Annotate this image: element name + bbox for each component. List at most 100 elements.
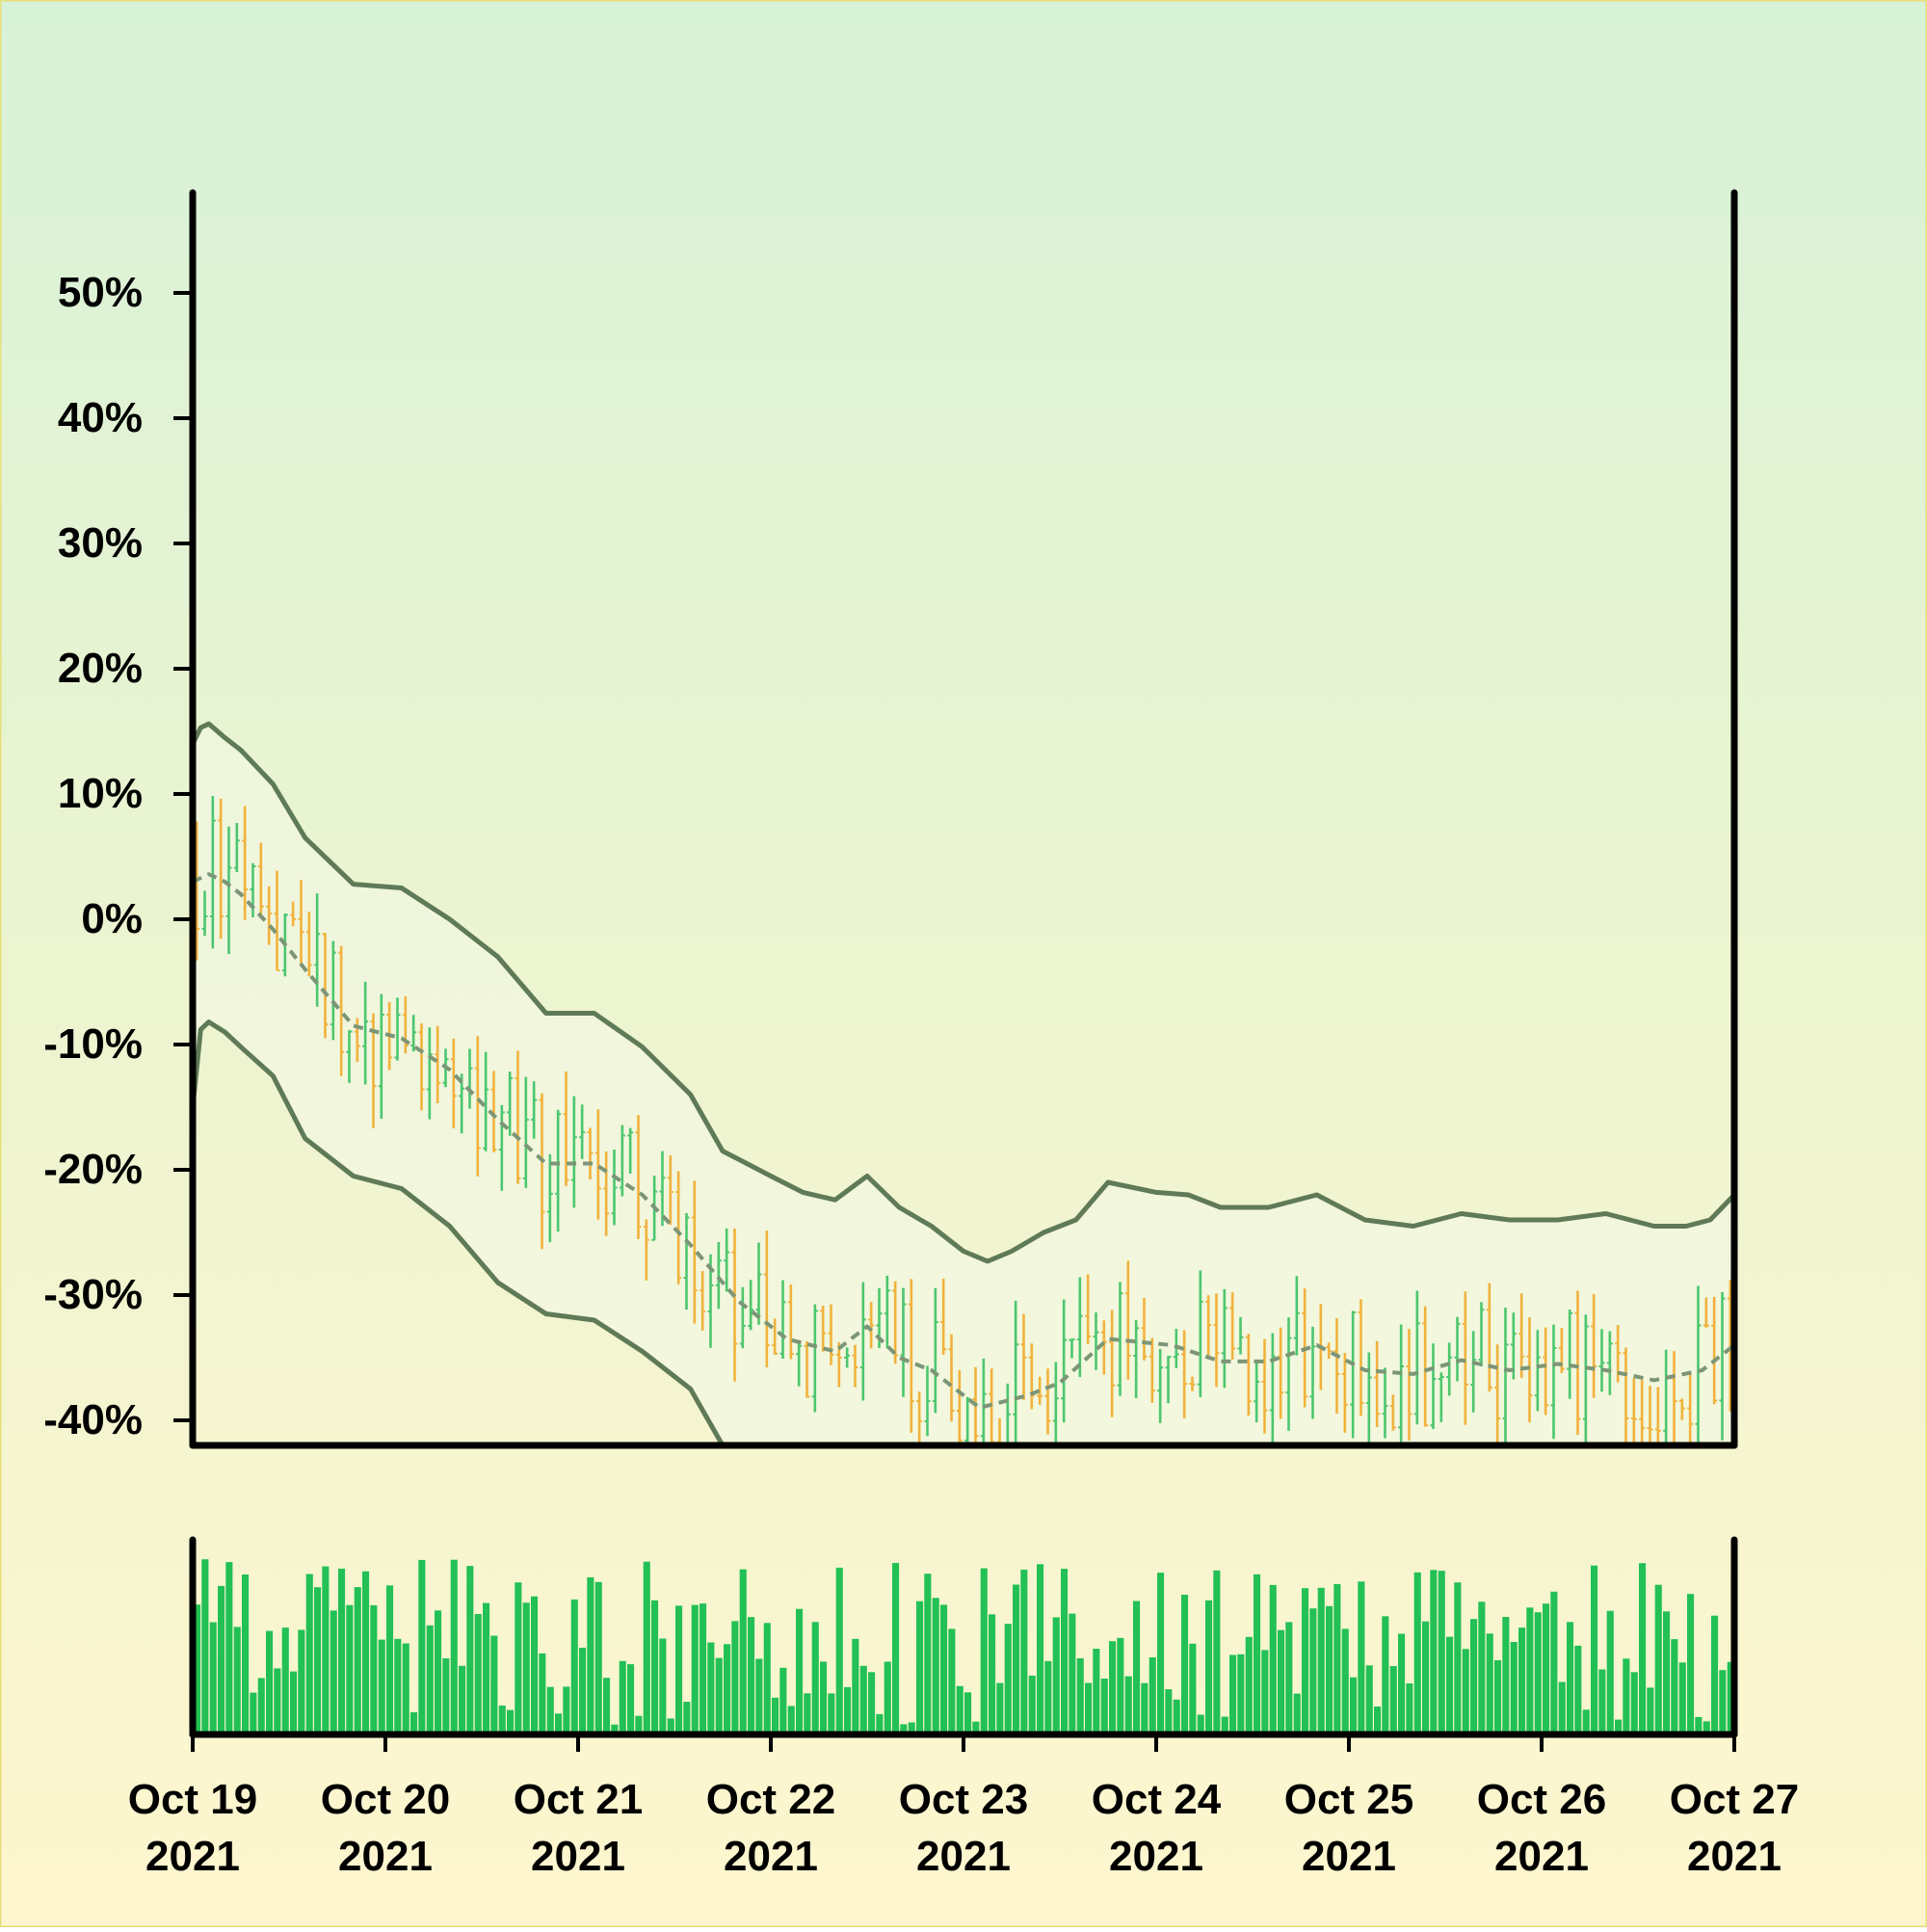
x-tick-label-year: 2021 xyxy=(1687,1833,1782,1880)
ohlc-bar xyxy=(459,1073,465,1134)
ohlc-bar xyxy=(490,1071,497,1152)
ohlc-bar xyxy=(1229,1292,1236,1360)
volume-bar xyxy=(1438,1571,1445,1734)
volume-bar xyxy=(1719,1670,1727,1734)
volume-bar xyxy=(627,1664,635,1734)
ohlc-bar xyxy=(1574,1290,1581,1436)
volume-bar xyxy=(1478,1601,1486,1734)
ohlc-bar xyxy=(1719,1291,1726,1441)
volume-bar xyxy=(748,1617,755,1734)
volume-bar xyxy=(1663,1611,1671,1734)
y-tick-label: -30% xyxy=(43,1271,143,1318)
ohlc-bar xyxy=(1695,1285,1702,1443)
lower-band-line xyxy=(190,1019,726,1447)
x-tick-label-year: 2021 xyxy=(1302,1833,1396,1880)
ohlc-bar xyxy=(546,1153,553,1243)
volume-bar xyxy=(338,1568,346,1734)
volume-bar xyxy=(667,1718,674,1734)
volume-bar xyxy=(739,1569,747,1734)
ohlc-bar xyxy=(611,1149,618,1226)
ohlc-bar xyxy=(1141,1297,1148,1361)
volume-bar xyxy=(570,1599,578,1734)
ohlc-bar xyxy=(683,1213,690,1310)
volume-bar xyxy=(490,1635,498,1734)
ohlc-bar xyxy=(378,993,384,1119)
ohlc-bar xyxy=(1124,1260,1131,1380)
ohlc-bar xyxy=(667,1155,673,1226)
middle-band-line xyxy=(192,872,1736,1410)
ohlc-bar xyxy=(948,1334,955,1422)
ohlc-bar xyxy=(539,1093,545,1250)
volume-bar xyxy=(611,1724,619,1734)
volume-bar xyxy=(507,1709,515,1734)
ohlc-bar xyxy=(1069,1338,1075,1359)
y-tick-label: -20% xyxy=(43,1146,143,1193)
x-tick-label-year: 2021 xyxy=(338,1833,433,1880)
ohlc-bar xyxy=(1518,1293,1525,1379)
x-tick-label-date: Oct 19 xyxy=(128,1776,258,1823)
ohlc-bar xyxy=(1109,1310,1116,1417)
volume-bar xyxy=(1197,1714,1204,1734)
ohlc-bar xyxy=(731,1228,738,1382)
volume-bar xyxy=(1567,1622,1574,1734)
volume-bar xyxy=(346,1604,354,1734)
ohlc-bar xyxy=(1100,1320,1107,1375)
ohlc-bar xyxy=(410,1015,417,1052)
volume-bar xyxy=(892,1563,900,1734)
volume-bar xyxy=(1574,1645,1582,1734)
volume-bar xyxy=(1365,1665,1373,1734)
volume-bar xyxy=(924,1574,932,1734)
x-tick-label-year: 2021 xyxy=(1494,1833,1589,1880)
volume-bar xyxy=(322,1566,330,1734)
ohlc-bar xyxy=(218,798,224,940)
volume-bar xyxy=(772,1697,779,1734)
x-axis-ticks: Oct 19 2021 Oct 20 2021 Oct 21 2021 Oct 22 2021… xyxy=(128,1734,1799,1880)
volume-bar xyxy=(763,1623,771,1734)
volume-bar xyxy=(1598,1669,1606,1734)
volume-bar xyxy=(1109,1641,1117,1734)
ohlc-bar xyxy=(755,1242,762,1325)
volume-bar xyxy=(1085,1682,1093,1734)
volume-bar xyxy=(989,1614,996,1734)
volume-bar xyxy=(1413,1572,1421,1734)
volume-bar xyxy=(876,1713,884,1734)
x-tick-label-date: Oct 22 xyxy=(706,1776,836,1823)
volume-bar xyxy=(290,1671,298,1734)
volume-bar xyxy=(1165,1689,1173,1734)
ohlc-bar xyxy=(1647,1386,1653,1443)
volume-bar xyxy=(1020,1570,1028,1734)
volume-bar xyxy=(1069,1613,1076,1734)
volume-bar xyxy=(1389,1666,1397,1734)
ohlc-bar xyxy=(804,1340,810,1398)
volume-bar xyxy=(459,1665,466,1734)
ohlc-bar xyxy=(635,1115,642,1239)
ohlc-bar xyxy=(1678,1398,1685,1420)
volume-bar xyxy=(274,1668,281,1734)
volume-bar xyxy=(659,1638,667,1734)
x-tick-label-year: 2021 xyxy=(531,1833,625,1880)
volume-bar xyxy=(1671,1639,1678,1734)
ohlc-bar xyxy=(1654,1387,1661,1443)
volume-bar xyxy=(498,1706,506,1734)
volume-bar xyxy=(787,1706,795,1734)
volume-bar xyxy=(266,1630,274,1734)
x-tick-label-year: 2021 xyxy=(145,1833,240,1880)
volume-bar xyxy=(956,1685,964,1734)
ohlc-bar xyxy=(619,1125,625,1197)
volume-bar xyxy=(900,1724,908,1734)
volume-bar xyxy=(1189,1643,1197,1734)
ohlc-bar xyxy=(362,981,369,1085)
ohlc-bar xyxy=(1430,1343,1437,1430)
volume-bar xyxy=(539,1653,546,1734)
y-tick-label: 20% xyxy=(58,645,143,692)
volume-bar xyxy=(884,1661,891,1734)
x-tick-label-year: 2021 xyxy=(1109,1833,1203,1880)
volume-bar xyxy=(1254,1574,1261,1734)
ohlc-bar xyxy=(1013,1300,1019,1443)
volume-bar xyxy=(1293,1693,1301,1734)
ohlc-bar xyxy=(1365,1352,1372,1443)
volume-bar xyxy=(410,1711,418,1734)
volume-bar xyxy=(1028,1675,1036,1734)
ohlc-bar xyxy=(916,1391,923,1443)
ohlc-bar xyxy=(659,1151,666,1227)
